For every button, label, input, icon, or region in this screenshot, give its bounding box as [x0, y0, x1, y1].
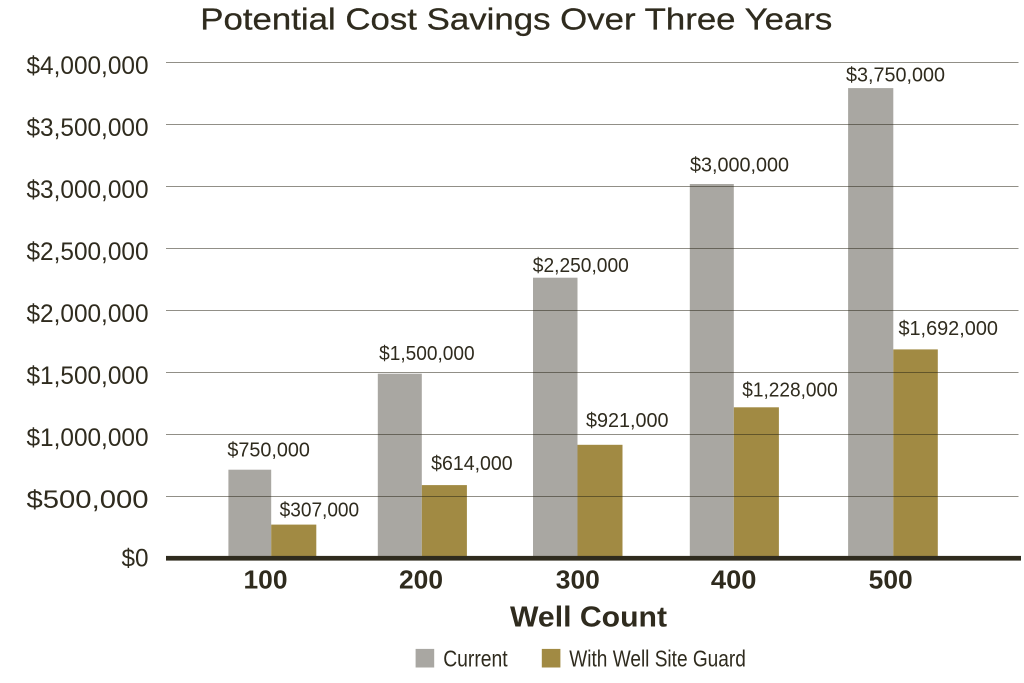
svg-text:$2,500,000: $2,500,000: [27, 238, 149, 266]
svg-text:400: 400: [711, 566, 757, 594]
svg-text:$4,000,000: $4,000,000: [27, 52, 149, 80]
svg-text:$1,692,000: $1,692,000: [898, 318, 998, 340]
svg-text:$3,000,000: $3,000,000: [27, 176, 149, 204]
svg-text:$0: $0: [122, 545, 149, 573]
svg-text:500: 500: [869, 566, 913, 594]
svg-text:$3,750,000: $3,750,000: [846, 65, 945, 87]
svg-text:200: 200: [399, 566, 443, 594]
svg-text:$1,000,000: $1,000,000: [27, 424, 149, 452]
svg-text:With Well Site Guard: With Well Site Guard: [569, 646, 746, 672]
svg-text:$2,000,000: $2,000,000: [27, 300, 149, 328]
svg-text:Well Count: Well Count: [510, 602, 668, 634]
svg-text:$1,500,000: $1,500,000: [379, 343, 475, 365]
svg-text:$2,250,000: $2,250,000: [533, 255, 629, 277]
svg-text:$614,000: $614,000: [431, 453, 513, 475]
svg-text:$500,000: $500,000: [27, 486, 149, 514]
svg-text:$3,000,000: $3,000,000: [690, 154, 789, 176]
svg-text:300: 300: [556, 566, 600, 594]
svg-text:Current: Current: [443, 646, 508, 672]
svg-text:Potential Cost Savings Over Th: Potential Cost Savings Over Three Years: [200, 2, 832, 37]
svg-text:$307,000: $307,000: [280, 499, 360, 521]
svg-text:$750,000: $750,000: [227, 439, 310, 461]
svg-text:$3,500,000: $3,500,000: [27, 114, 149, 142]
svg-text:100: 100: [244, 566, 288, 594]
svg-text:$1,228,000: $1,228,000: [742, 379, 838, 401]
svg-text:$921,000: $921,000: [586, 410, 669, 432]
svg-text:$1,500,000: $1,500,000: [27, 362, 149, 390]
